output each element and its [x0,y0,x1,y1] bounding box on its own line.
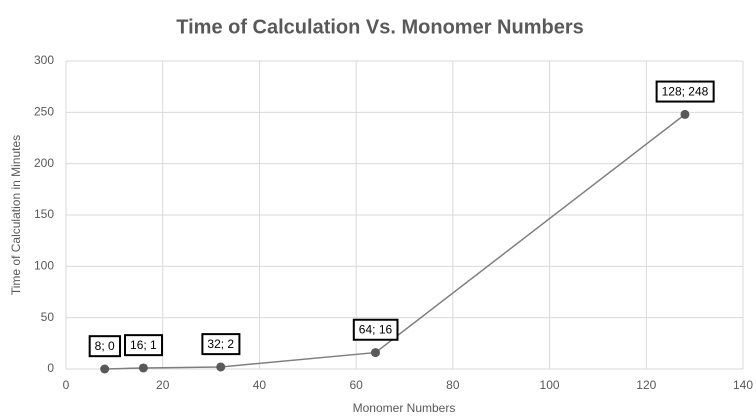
x-tick-label: 40 [253,378,267,392]
x-tick-label: 80 [446,378,460,392]
x-tick-label: 140 [733,378,753,392]
data-label: 8; 0 [95,339,115,353]
x-tick-label: 0 [63,378,70,392]
y-tick-label: 50 [41,310,55,324]
data-point [370,348,380,358]
chart-title: Time of Calculation Vs. Monomer Numbers [176,16,583,38]
y-tick-label: 150 [34,207,54,221]
y-tick-label: 300 [34,53,54,67]
data-point [138,363,148,373]
y-axis-label: Time of Calculation in Minutes [9,135,23,295]
data-label-box [88,335,122,358]
data-point [216,362,226,372]
data-label-box [201,333,241,356]
y-tick-label: 250 [34,105,54,119]
data-label-box [352,318,399,341]
data-label: 32; 2 [207,337,234,351]
y-tick-label: 100 [34,259,54,273]
x-axis-label: Monomer Numbers [353,401,456,415]
data-label-box [124,334,164,357]
y-tick-label: 0 [47,361,54,375]
data-label: 128; 248 [662,85,709,99]
y-tick-label: 200 [34,156,54,170]
x-tick-label: 120 [636,378,656,392]
data-label: 64; 16 [359,323,393,337]
x-tick-label: 20 [156,378,170,392]
data-label: 16; 1 [130,338,157,352]
data-point [680,109,690,119]
x-tick-label: 60 [349,378,363,392]
data-label-box [655,80,715,103]
x-tick-label: 100 [540,378,560,392]
data-point [100,364,110,374]
